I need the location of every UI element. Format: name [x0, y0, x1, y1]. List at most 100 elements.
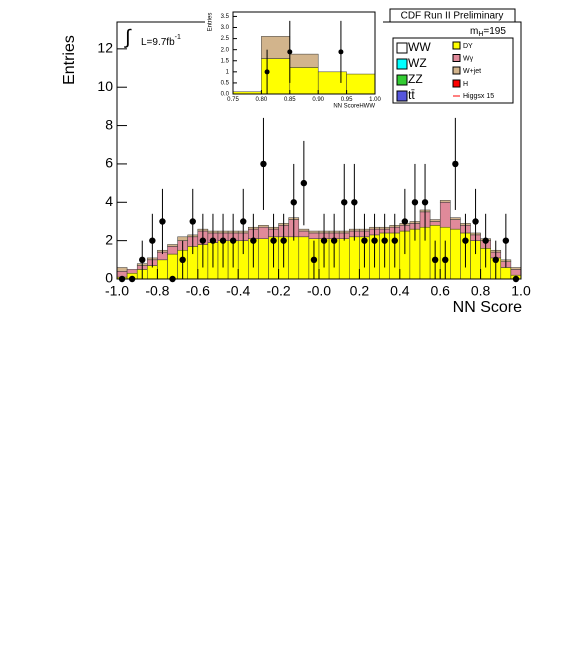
integral-sign: ∫ [124, 26, 132, 48]
histogram-bar [258, 225, 269, 228]
legend-label: ZZ [408, 72, 423, 86]
y-tick-label: 0.0 [221, 92, 230, 98]
histogram-bar [338, 238, 350, 280]
title-box [389, 8, 516, 23]
histogram-bar [429, 219, 441, 222]
histogram-bar [258, 238, 269, 280]
legend-swatch [396, 90, 408, 102]
inset-x-label: NN ScoreHWW [333, 104, 375, 110]
inset-data-point [338, 49, 344, 55]
data-point [149, 237, 156, 244]
x-tick-label: -0.2 [267, 282, 291, 298]
histogram-bar [289, 53, 319, 68]
x-tick-label: -0.4 [226, 282, 250, 298]
x-tick-label: 0.2 [350, 282, 370, 298]
x-tick-label: 0.85 [284, 97, 296, 103]
histogram-bar [261, 58, 291, 95]
y-tick-label: 8 [105, 116, 113, 132]
data-point [300, 179, 308, 187]
y-tick-label: 2.5 [221, 36, 230, 42]
data-point [209, 237, 217, 244]
histogram-bar [429, 221, 441, 226]
histogram-bar [289, 67, 319, 95]
data-point [401, 218, 409, 225]
mass-sub: H [478, 31, 483, 38]
data-point [502, 237, 510, 244]
histogram-bar [439, 202, 451, 228]
histogram-bar [308, 232, 320, 239]
x-axis-label: NN Score [453, 299, 522, 316]
data-point [139, 256, 146, 264]
mass: mH=195 [470, 26, 506, 38]
x-tick-label: 0.80 [256, 97, 268, 103]
legend-swatch [396, 74, 408, 86]
legend-label: DY [463, 43, 473, 50]
y-tick-label: 3.0 [221, 25, 230, 31]
legend-label: WW [408, 40, 431, 54]
data-point [320, 237, 328, 244]
y-tick-label: 10 [97, 78, 113, 94]
legend-swatch [452, 79, 461, 88]
histogram-bar [308, 230, 320, 234]
data-point [219, 237, 227, 244]
data-point [351, 199, 358, 206]
x-tick-label: 0.90 [312, 97, 324, 103]
data-point [411, 199, 419, 206]
x-tick-label: 0.8 [471, 282, 491, 298]
legend-label: H [463, 81, 468, 88]
lumi: L=9.7fb-1 [141, 34, 181, 48]
data-point [310, 256, 318, 264]
histogram-bar [177, 236, 188, 241]
y-tick-label: 2.0 [221, 47, 230, 53]
x-tick-label: 0.4 [390, 282, 410, 298]
data-point [442, 256, 449, 264]
y-tick-label: 6 [105, 155, 113, 171]
x-tick-label: 1.0 [511, 282, 531, 298]
data-point [330, 237, 338, 244]
y-tick-label: 1.5 [221, 58, 230, 64]
mass-value: =195 [483, 26, 506, 37]
y-tick-label: 0 [105, 270, 113, 286]
data-point [472, 218, 479, 225]
histogram-bar [261, 36, 291, 59]
histogram-bar [510, 269, 522, 276]
data-point [341, 199, 348, 206]
x-tick-label: -0.6 [186, 282, 210, 298]
data-point [290, 199, 297, 206]
chart-title: CDF Run II Preliminary [401, 11, 504, 22]
data-point [199, 237, 207, 244]
data-point [492, 256, 499, 264]
legend: WW WZ ZZ tt̄ DY Wγ W+jet H Higgsx 15 [396, 40, 494, 102]
legend-swatch [452, 41, 461, 50]
histogram-bar [116, 267, 128, 272]
legend-swatch [452, 54, 461, 62]
y-tick-label: 3.5 [221, 14, 230, 20]
data-point [229, 237, 237, 244]
histogram-bar [167, 244, 178, 247]
x-tick-label: -0.0 [307, 282, 331, 298]
legend-label: W+jet [463, 68, 481, 75]
legend-label: tt̄ [408, 88, 415, 102]
data-point [280, 237, 287, 244]
data-point [482, 237, 489, 244]
histogram-bar [439, 200, 451, 203]
data-point [371, 237, 378, 244]
x-tick-label: 0.75 [227, 97, 239, 103]
histogram-bar [450, 219, 461, 230]
histogram-bar [288, 236, 300, 280]
y-tick-label: 0.5 [221, 80, 230, 86]
data-point [361, 237, 368, 244]
mass-m: m [470, 26, 478, 37]
legend-label: WZ [408, 56, 427, 70]
data-point [381, 237, 388, 244]
data-point [189, 218, 196, 225]
histogram-bar [510, 267, 522, 270]
data-point [431, 256, 439, 264]
legend-label: Higgsx 15 [463, 93, 494, 100]
x-tick-label: 0.95 [341, 97, 353, 103]
histogram-bar [167, 253, 178, 280]
data-point [240, 218, 247, 225]
histogram-bar [258, 226, 269, 239]
